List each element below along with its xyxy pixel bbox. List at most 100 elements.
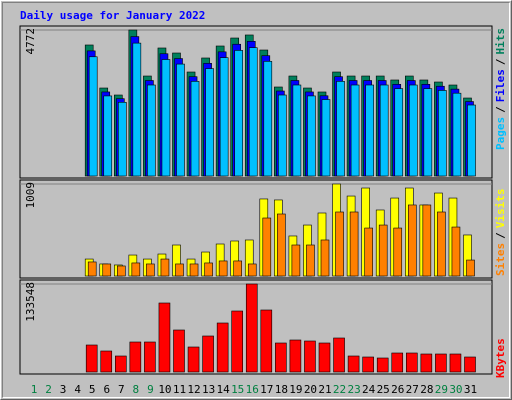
bar: [175, 263, 184, 277]
x-tick-label: 24: [362, 383, 376, 396]
bar: [320, 239, 330, 277]
bar: [205, 68, 214, 177]
bar: [129, 341, 142, 373]
bar: [336, 81, 345, 177]
x-tick-label: 23: [347, 383, 360, 396]
x-tick-label: 14: [217, 383, 231, 396]
legend-separator: /: [494, 58, 507, 65]
legend-separator: /: [494, 106, 507, 113]
bar: [466, 259, 475, 277]
bar: [100, 350, 113, 373]
legend: KBytes: [494, 338, 507, 378]
bar: [234, 50, 243, 177]
bar: [190, 81, 200, 177]
x-tick-label: 17: [260, 383, 273, 396]
bar: [422, 204, 432, 277]
bar: [219, 57, 229, 177]
bar: [438, 90, 447, 177]
bar: [231, 310, 243, 373]
legend-separator: /: [494, 232, 507, 239]
x-tick-label: 18: [275, 383, 288, 396]
bar: [103, 95, 113, 177]
legend-entry: Pages: [494, 117, 507, 150]
legend-entry: Visits: [494, 189, 507, 229]
bar: [347, 355, 360, 373]
bar: [248, 47, 258, 177]
bar: [278, 94, 287, 177]
bar: [146, 263, 155, 277]
x-tick-label: 31: [464, 383, 477, 396]
bar: [451, 226, 461, 277]
y-tick-label: 4772: [24, 28, 37, 55]
bar: [262, 217, 272, 277]
bar: [260, 309, 273, 373]
bar: [365, 84, 374, 177]
x-tick-label: 9: [147, 383, 154, 396]
x-tick-label: 5: [89, 383, 96, 396]
bar: [391, 352, 404, 373]
bar: [362, 356, 374, 373]
bar: [144, 341, 156, 373]
bar: [245, 283, 258, 373]
bar: [189, 263, 199, 277]
x-tick-label: 3: [60, 383, 67, 396]
legend-entry: KBytes: [494, 338, 507, 378]
bar: [321, 99, 331, 177]
legend-entry: Hits: [494, 28, 507, 55]
bar: [247, 263, 257, 277]
bar: [307, 95, 316, 177]
x-tick-label: 10: [158, 383, 171, 396]
bar: [379, 84, 389, 177]
bar: [333, 337, 345, 373]
bar: [393, 227, 403, 277]
bar: [277, 213, 286, 277]
bar: [115, 355, 127, 373]
x-tick-label: 30: [449, 383, 462, 396]
bar: [102, 263, 112, 277]
x-tick-label: 7: [118, 383, 125, 396]
x-tick-label: 25: [377, 383, 390, 396]
x-tick-label: 29: [435, 383, 448, 396]
bar: [423, 88, 433, 177]
bar: [376, 357, 389, 373]
bar: [87, 261, 97, 277]
bar: [407, 204, 417, 277]
bar: [158, 302, 171, 373]
bar: [291, 244, 301, 277]
x-tick-label: 12: [187, 383, 200, 396]
chart-title: Daily usage for January 2022: [20, 9, 205, 22]
bar: [289, 339, 302, 373]
bar: [304, 340, 316, 373]
bar: [350, 84, 360, 177]
bar: [173, 329, 185, 373]
bar: [394, 88, 404, 177]
bar: [408, 84, 418, 177]
x-tick-label: 26: [391, 383, 404, 396]
bar: [187, 346, 200, 373]
bar: [216, 322, 229, 373]
bar: [349, 211, 359, 277]
bar: [467, 104, 476, 177]
bar: [204, 262, 213, 277]
bar: [132, 42, 142, 177]
x-tick-label: 4: [74, 383, 81, 396]
bar: [218, 260, 228, 277]
x-tick-label: 22: [333, 383, 346, 396]
legend-entry: Files: [494, 69, 507, 102]
bar: [437, 211, 446, 277]
bar: [435, 353, 447, 373]
x-tick-label: 2: [45, 383, 52, 396]
bar: [405, 352, 418, 373]
bar: [420, 353, 433, 373]
bar: [452, 92, 462, 177]
x-tick-label: 11: [173, 383, 186, 396]
bar: [449, 353, 462, 373]
x-tick-label: 15: [231, 383, 244, 396]
legend-entry: Sites: [494, 243, 507, 276]
bar: [364, 227, 373, 277]
x-tick-label: 8: [133, 383, 140, 396]
bar: [464, 356, 476, 373]
bar: [160, 258, 170, 277]
